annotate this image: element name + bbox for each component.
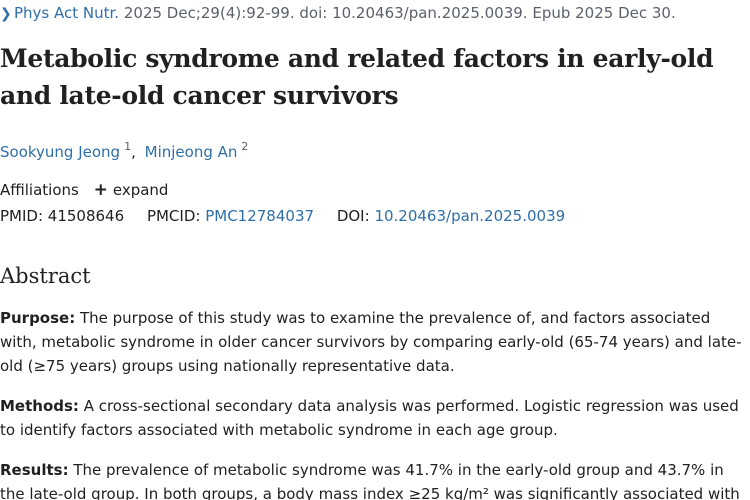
- affiliations-row: Affiliations + expand: [0, 180, 168, 200]
- affiliation-number[interactable]: 2: [241, 140, 249, 153]
- purpose-text: The purpose of this study was to examine…: [0, 309, 742, 375]
- results-text: The prevalence of metabolic syndrome was…: [0, 461, 740, 500]
- abstract-purpose: Purpose: The purpose of this study was t…: [0, 306, 745, 378]
- methods-label: Methods:: [0, 397, 79, 415]
- identifiers-row: PMID: 41508646 PMCID: PMC12784037 DOI: 1…: [0, 207, 565, 225]
- expand-affiliations-button[interactable]: + expand: [93, 180, 169, 200]
- citation-details: 2025 Dec;29(4):92-99. doi: 10.20463/pan.…: [123, 4, 676, 22]
- expand-label: expand: [112, 181, 169, 199]
- affiliation-number[interactable]: 1: [124, 140, 132, 153]
- doi-label: DOI:: [336, 207, 370, 225]
- results-label: Results:: [0, 461, 69, 479]
- methods-text: A cross-sectional secondary data analysi…: [0, 397, 739, 439]
- pmcid-label: PMCID:: [146, 207, 201, 225]
- chevron-right-icon[interactable]: ❯: [0, 6, 12, 22]
- author-link[interactable]: Sookyung Jeong: [0, 143, 121, 161]
- doi-link[interactable]: 10.20463/pan.2025.0039: [374, 207, 566, 225]
- plus-icon: +: [93, 180, 108, 200]
- abstract-results: Results: The prevalence of metabolic syn…: [0, 458, 745, 500]
- affiliations-label: Affiliations: [0, 181, 79, 199]
- article-title: Metabolic syndrome and related factors i…: [0, 44, 714, 110]
- pmcid-link[interactable]: PMC12784037: [205, 207, 315, 225]
- purpose-label: Purpose:: [0, 309, 76, 327]
- abstract-methods: Methods: A cross-sectional secondary dat…: [0, 394, 745, 442]
- pmid-value: 41508646: [47, 207, 125, 225]
- author-list: Sookyung Jeong 1, Minjeong An 2: [0, 140, 248, 161]
- author-link[interactable]: Minjeong An: [144, 143, 238, 161]
- abstract-heading: Abstract: [0, 264, 91, 288]
- citation-line: ❯ Phys Act Nutr. 2025 Dec;29(4):92-99. do…: [0, 4, 676, 22]
- author-separator: ,: [131, 143, 136, 161]
- journal-link[interactable]: Phys Act Nutr.: [14, 4, 120, 22]
- pmid-label: PMID:: [0, 207, 44, 225]
